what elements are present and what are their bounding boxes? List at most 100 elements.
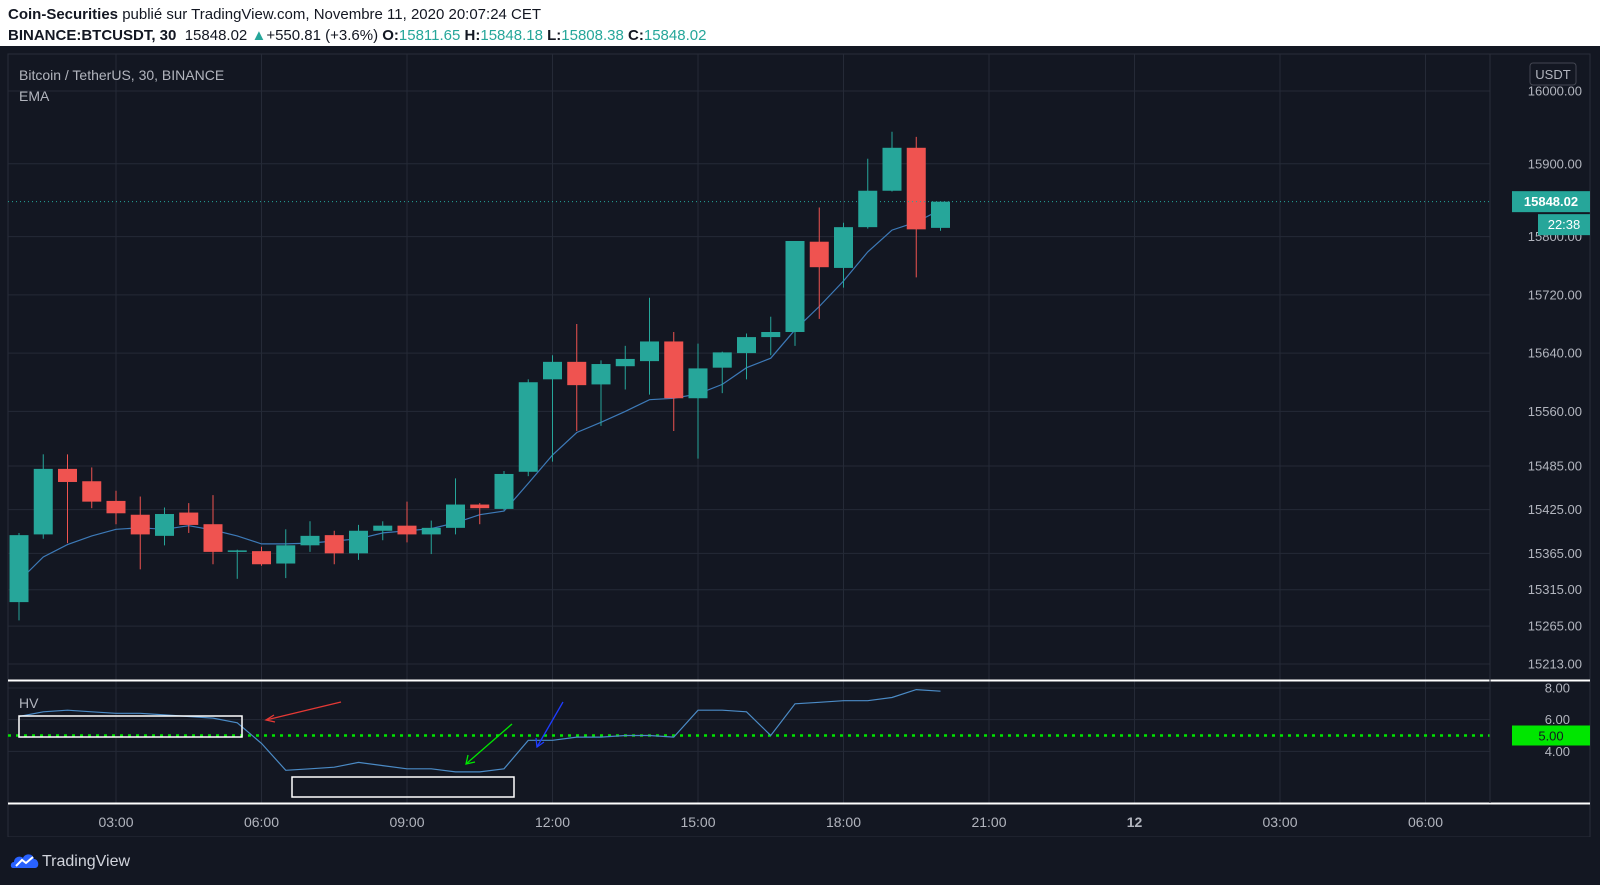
candle-body — [33, 468, 53, 535]
publication-line: Coin-Securities publié sur TradingView.c… — [8, 6, 541, 23]
candle-body — [421, 527, 441, 535]
candle — [421, 520, 441, 555]
candle — [373, 521, 393, 541]
chart-canvas[interactable]: 16000.0015900.0015800.0015720.0015640.00… — [0, 0, 1600, 837]
annotation-arrow-blue — [536, 701, 564, 748]
close-value: 15848.02 — [643, 27, 707, 44]
candle — [300, 521, 320, 552]
annotation-arrow-red — [265, 701, 342, 721]
candle-body — [446, 504, 465, 528]
candle — [664, 331, 684, 432]
candle-body — [785, 240, 805, 332]
candle — [761, 316, 781, 356]
candle — [276, 529, 296, 579]
candle-body — [688, 368, 708, 399]
candle — [33, 454, 53, 539]
candle-body — [567, 361, 587, 386]
candle-body — [664, 341, 684, 399]
low-value: 15808.38 — [561, 27, 624, 44]
candle — [567, 323, 587, 432]
candle — [252, 546, 271, 566]
price-tick-label: 15365.00 — [1528, 546, 1582, 561]
candle-body — [9, 535, 29, 603]
candle-body — [615, 358, 635, 367]
ema-legend[interactable]: EMA — [19, 88, 50, 104]
candle — [688, 343, 708, 459]
candle-body — [203, 524, 223, 552]
price-tick-label: 16000.00 — [1528, 84, 1582, 99]
annotation-box-high-vol — [18, 715, 243, 738]
symbol-ohlc-line: BINANCE:BTCUSDT, 30 15848.02 ▲+550.81 (+… — [8, 27, 706, 44]
candle-body — [155, 514, 174, 536]
open-label: O: — [382, 27, 399, 44]
time-tick-label: 06:00 — [244, 814, 279, 830]
candle — [858, 158, 878, 229]
candle-body — [252, 551, 271, 565]
candle-body — [543, 361, 562, 380]
publication-header: Coin-Securities publié sur TradingView.c… — [0, 0, 1600, 46]
author-name[interactable]: Coin-Securities — [8, 6, 119, 23]
candle-series — [9, 131, 950, 621]
candle — [203, 495, 223, 565]
footer — [0, 837, 1600, 885]
time-axis[interactable]: 03:00 06:00 09:00 12:00 15:00 18:00 21:00 12 03:… — [98, 814, 1443, 830]
currency-label: USDT — [1535, 67, 1570, 82]
candle — [106, 490, 126, 525]
high-value: 15848.18 — [480, 27, 543, 44]
candle — [58, 454, 77, 544]
time-tick-label: 06:00 — [1408, 814, 1443, 830]
tradingview-brand[interactable]: TradingView — [42, 853, 131, 870]
candle — [494, 471, 514, 511]
candle-body — [300, 535, 320, 546]
tradingview-logo-icon[interactable] — [10, 850, 40, 870]
hv-level-tag: 5.00 — [1512, 725, 1590, 746]
annotation-box-low-vol — [291, 776, 515, 798]
candle-body — [276, 545, 296, 564]
candle-body — [373, 525, 393, 531]
close-label: C: — [628, 27, 644, 44]
candle-body — [882, 147, 902, 191]
last-price: 15848.02 — [184, 27, 248, 44]
price-tick-label: 15213.00 — [1528, 657, 1582, 672]
price-tick-label: 15425.00 — [1528, 502, 1582, 517]
price-tick-label: 15265.00 — [1528, 619, 1582, 634]
candle-body — [349, 530, 368, 554]
candle — [834, 222, 853, 288]
high-label: H: — [464, 27, 481, 44]
candle-body — [591, 364, 611, 385]
time-tick-label: 03:00 — [98, 814, 133, 830]
chart-background — [7, 53, 1591, 837]
time-tick-label: 09:00 — [389, 814, 424, 830]
hv-tick-label: 8.00 — [1545, 681, 1570, 696]
candle-body — [397, 525, 417, 535]
annotations — [18, 701, 564, 798]
candle — [155, 507, 174, 546]
candle — [446, 478, 465, 535]
change-arrow-icon: ▲ — [251, 27, 267, 44]
candle — [712, 351, 732, 394]
candle — [470, 503, 490, 525]
candle — [130, 496, 150, 570]
time-tick-label: 03:00 — [1262, 814, 1297, 830]
candle — [324, 530, 344, 565]
chart-legend-title[interactable]: Bitcoin / TetherUS, 30, BINANCE — [19, 67, 225, 83]
time-tick-label: 18:00 — [826, 814, 861, 830]
candle — [227, 549, 247, 579]
price-axis[interactable]: 16000.0015900.0015800.0015720.0015640.00… — [1489, 54, 1582, 803]
candle-body — [106, 500, 126, 514]
price-tick-label: 15720.00 — [1528, 287, 1582, 302]
currency-badge[interactable]: USDT — [1529, 62, 1577, 86]
annotation-arrow-green — [465, 723, 513, 765]
candle — [931, 201, 950, 231]
candle — [882, 131, 902, 192]
price-tick-label: 15640.00 — [1528, 346, 1582, 361]
candle — [615, 345, 635, 390]
candle-body — [737, 337, 756, 354]
price-tick-label: 15560.00 — [1528, 404, 1582, 419]
open-value: 15811.65 — [398, 27, 461, 44]
candle-body — [640, 341, 659, 362]
candle-body — [82, 481, 102, 502]
hv-axis[interactable]: 8.00 6.00 4.00 — [1545, 681, 1570, 759]
hv-legend[interactable]: HV — [19, 695, 39, 711]
candle — [543, 355, 562, 462]
